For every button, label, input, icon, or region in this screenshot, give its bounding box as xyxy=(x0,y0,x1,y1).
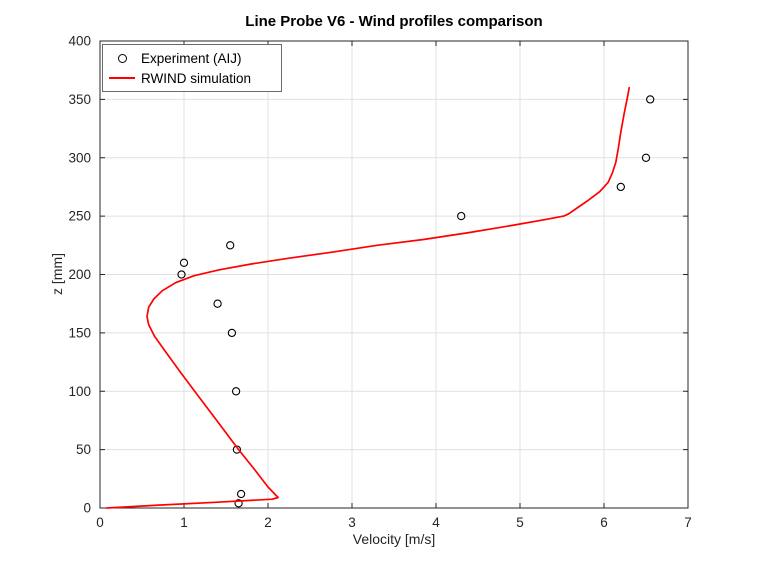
legend-swatch xyxy=(108,77,136,79)
x-tick-label: 7 xyxy=(684,515,692,530)
data-point-marker xyxy=(213,299,222,308)
data-point-marker xyxy=(646,95,655,104)
legend: Experiment (AIJ) RWIND simulation xyxy=(102,44,283,92)
y-tick-label: 200 xyxy=(68,267,91,282)
circle-marker-icon xyxy=(117,53,127,63)
series-line-1 xyxy=(105,86,631,509)
x-tick-label: 4 xyxy=(432,515,440,530)
y-tick-label: 100 xyxy=(68,384,91,399)
legend-label-experiment: Experiment (AIJ) xyxy=(141,50,242,66)
y-tick-label: 300 xyxy=(68,150,91,165)
legend-item-experiment: Experiment (AIJ) xyxy=(108,48,251,68)
y-axis-label: z [mm] xyxy=(49,253,65,295)
legend-swatch xyxy=(108,53,136,63)
x-tick-label: 1 xyxy=(180,515,188,530)
x-axis-label: Velocity [m/s] xyxy=(352,531,436,547)
data-point-marker xyxy=(226,241,235,250)
x-tick-label: 6 xyxy=(600,515,608,530)
data-point-marker xyxy=(231,387,241,396)
x-tick-label: 2 xyxy=(264,515,272,530)
y-tick-label: 50 xyxy=(76,442,91,457)
y-tick-label: 350 xyxy=(68,92,91,107)
chart-title: Line Probe V6 - Wind profiles comparison xyxy=(245,13,543,30)
y-tick-label: 250 xyxy=(68,209,91,224)
data-point-marker xyxy=(457,211,466,221)
x-tick-label: 5 xyxy=(516,515,524,530)
legend-item-simulation: RWIND simulation xyxy=(108,68,251,88)
data-point-marker xyxy=(616,182,625,192)
legend-label-simulation: RWIND simulation xyxy=(141,70,252,86)
data-point-marker xyxy=(234,499,243,508)
x-tick-label: 3 xyxy=(348,515,356,530)
data-point-marker xyxy=(227,328,237,338)
y-tick-label: 150 xyxy=(68,325,91,340)
y-tick-label: 400 xyxy=(68,34,91,49)
data-point-marker xyxy=(641,153,651,162)
data-point-marker xyxy=(179,258,189,267)
red-line-icon xyxy=(109,77,135,79)
y-tick-label: 0 xyxy=(83,501,91,516)
data-point-marker xyxy=(236,489,246,499)
data-point-marker xyxy=(177,270,186,279)
x-tick-label: 0 xyxy=(96,515,104,530)
